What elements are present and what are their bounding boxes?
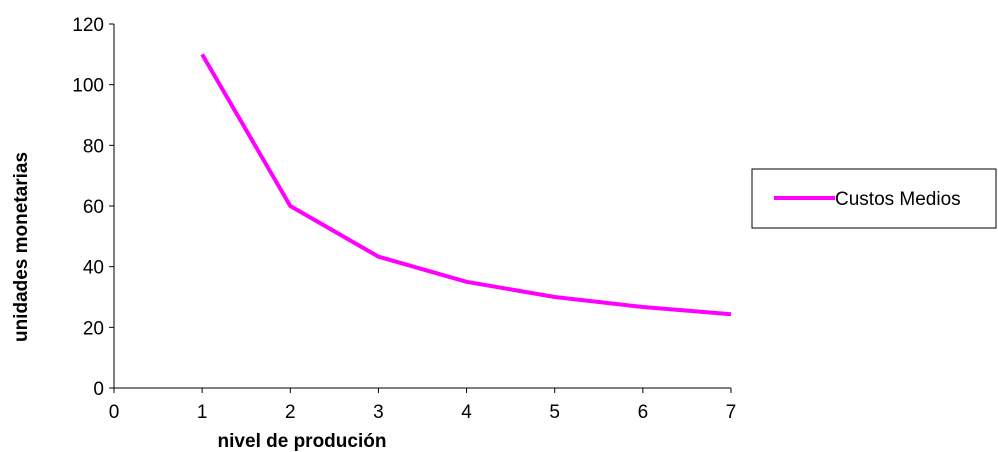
chart-axes	[113, 24, 731, 389]
x-tick-label: 7	[726, 402, 737, 423]
y-tick-label: 120	[72, 15, 104, 36]
x-axis-title: nivel de produción	[218, 431, 387, 452]
series-layer	[200, 53, 732, 317]
x-tick-label: 1	[197, 402, 208, 423]
x-tick-label: 3	[373, 402, 384, 423]
y-tick-label: 40	[83, 258, 104, 279]
x-tick-label: 2	[285, 402, 296, 423]
y-axis-ticks: 0 20 40 60 80 100 120	[72, 15, 114, 400]
x-tick-label: 4	[461, 402, 472, 423]
x-tick-label: 5	[549, 402, 560, 423]
x-tick-label: 6	[638, 402, 649, 423]
y-tick-label: 0	[93, 379, 104, 400]
x-tick-label: 0	[109, 402, 120, 423]
y-tick-label: 20	[83, 318, 104, 339]
legend: Custos Medios	[751, 168, 997, 229]
y-tick-label: 80	[83, 136, 104, 157]
legend-label-custos-medios: Custos Medios	[835, 189, 961, 210]
x-axis-ticks: 0 1 2 3 4 5 6 7	[109, 388, 737, 423]
y-axis-title: unidades monetarias	[11, 152, 32, 342]
y-tick-label: 60	[83, 197, 104, 218]
series-line-custos-medios	[200, 53, 732, 317]
y-tick-label: 100	[72, 76, 104, 97]
